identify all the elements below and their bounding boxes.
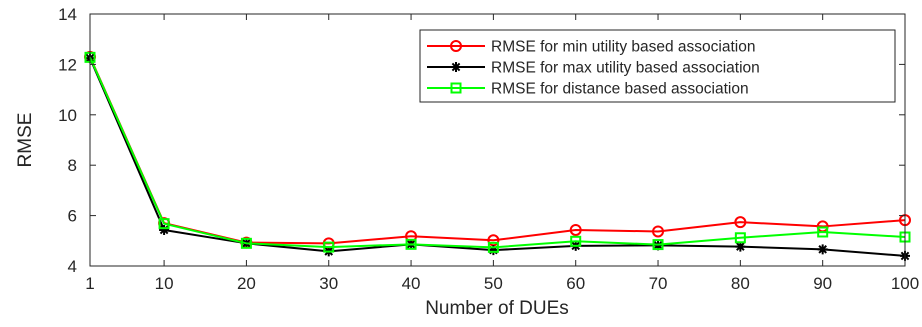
- data-point: [734, 216, 747, 229]
- data-point: [159, 224, 170, 235]
- legend: RMSE for min utility based association RM…: [419, 29, 896, 103]
- series-line: [89, 56, 906, 249]
- y-tick-label: 8: [68, 156, 77, 175]
- data-point: [570, 235, 582, 247]
- legend-swatch-marker: [450, 82, 462, 94]
- x-tick-label: 60: [566, 274, 585, 293]
- x-tick-label: 40: [402, 274, 421, 293]
- legend-label: RMSE for min utility based association: [491, 39, 755, 56]
- data-point: [817, 244, 828, 255]
- data-point: [734, 232, 746, 244]
- ticks-layer: 1 10 20 30 40 50 60 70 80 90 100 4 6 8 10 12 14: [58, 5, 919, 293]
- data-point: [488, 245, 499, 256]
- x-tick-label: 100: [891, 274, 919, 293]
- data-point: [735, 241, 746, 252]
- y-axis-title: RMSE: [15, 113, 36, 168]
- x-axis-title: Number of DUEs: [425, 298, 569, 319]
- series-layer: [84, 50, 911, 261]
- x-tick-label: 80: [731, 274, 750, 293]
- plot-frame: [89, 13, 906, 267]
- data-point: [487, 241, 499, 253]
- data-point: [652, 225, 665, 238]
- legend-box: [419, 29, 896, 103]
- y-tick-label: 14: [58, 5, 77, 24]
- data-point: [652, 239, 664, 251]
- data-point: [569, 223, 582, 236]
- x-tick-label: 90: [813, 274, 832, 293]
- data-point: [158, 218, 170, 230]
- legend-label: RMSE for max utility based association: [491, 60, 760, 77]
- x-tick-label: 10: [155, 274, 174, 293]
- y-tick-label: 12: [58, 55, 77, 74]
- x-tick-label: 1: [85, 274, 94, 293]
- y-tick-label: 6: [68, 207, 77, 226]
- x-tick-label: 20: [237, 274, 256, 293]
- legend-label: RMSE for distance based association: [491, 81, 749, 98]
- y-tick-label: 10: [58, 106, 77, 125]
- legend-item-3: RMSE for distance based association: [427, 81, 749, 98]
- data-point: [323, 241, 335, 253]
- legend-item-1: RMSE for min utility based association: [427, 39, 755, 56]
- legend-item-2: RMSE for max utility based association: [427, 60, 760, 77]
- data-point: [240, 237, 252, 249]
- legend-swatch-marker: [450, 40, 462, 52]
- x-tick-label: 50: [484, 274, 503, 293]
- data-point: [405, 238, 417, 250]
- data-point: [817, 226, 829, 238]
- x-tick-label: 70: [649, 274, 668, 293]
- x-tick-label: 30: [319, 274, 338, 293]
- legend-items: RMSE for min utility based association RM…: [427, 39, 760, 98]
- legend-swatch-marker: [451, 62, 461, 72]
- y-tick-label: 4: [68, 257, 77, 276]
